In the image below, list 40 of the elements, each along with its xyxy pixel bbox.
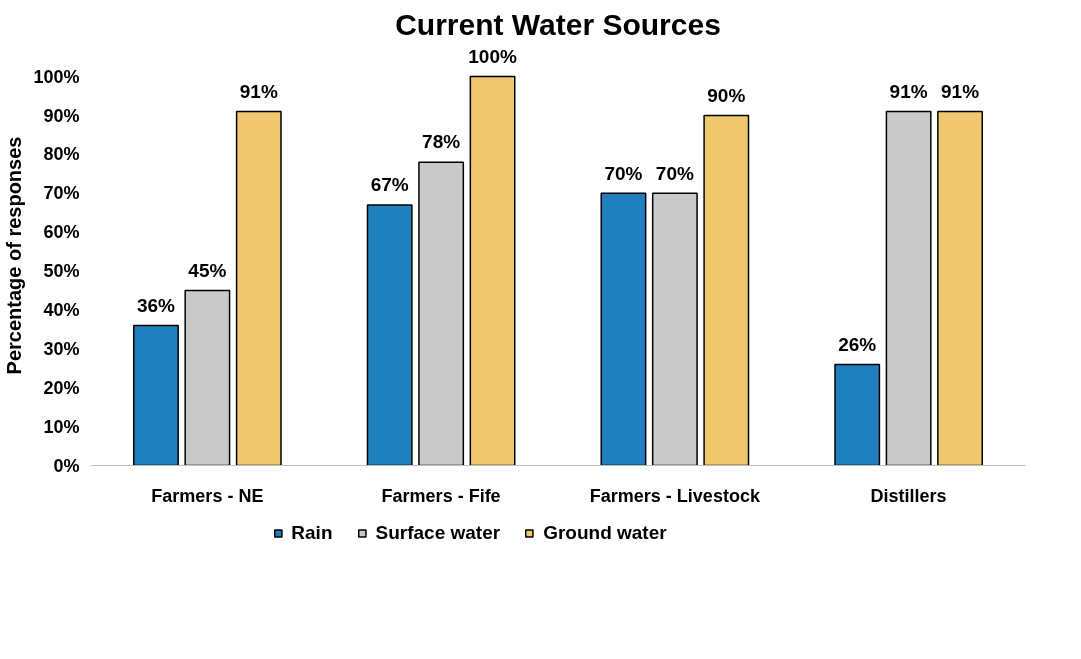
data-label: 78% (422, 131, 461, 153)
bar (132, 324, 179, 466)
y-tick-label: 80% (43, 144, 80, 165)
y-tick-label: 100% (33, 66, 80, 87)
bar (834, 363, 881, 466)
bar (937, 110, 984, 466)
bar (600, 192, 647, 466)
legend-label: Ground water (543, 522, 667, 544)
y-tick-label: 0% (53, 455, 80, 476)
bar (235, 110, 282, 466)
y-tick-label: 30% (43, 338, 80, 359)
y-tick-label: 70% (43, 183, 80, 204)
bar (366, 204, 413, 466)
y-tick-label: 60% (43, 222, 80, 243)
chart-title: Current Water Sources (395, 7, 721, 41)
data-label: 100% (468, 45, 517, 67)
x-tick-label: Farmers - Livestock (589, 485, 761, 506)
data-label: 70% (604, 162, 643, 184)
data-label: 26% (838, 333, 877, 355)
y-axis-title: Percentage of responses (3, 136, 26, 375)
y-tick-label: 90% (43, 105, 80, 126)
data-label: 45% (188, 259, 227, 281)
y-tick-label: 10% (43, 416, 80, 437)
data-label: 91% (941, 80, 980, 102)
data-label: 67% (370, 174, 409, 196)
data-label: 91% (889, 80, 928, 102)
bar (469, 75, 516, 466)
data-label: 70% (655, 162, 694, 184)
bar (703, 114, 750, 466)
data-label: 91% (239, 80, 278, 102)
y-tick-label: 20% (43, 377, 80, 398)
legend-label: Surface water (375, 522, 501, 544)
legend-label: Rain (291, 522, 333, 544)
data-label: 36% (136, 294, 176, 316)
y-tick-label: 40% (43, 299, 80, 320)
x-tick-label: Distillers (870, 485, 947, 506)
y-tick-label: 50% (43, 261, 80, 282)
x-tick-label: Farmers - NE (151, 485, 264, 506)
data-label: 90% (707, 84, 746, 106)
x-tick-label: Farmers - Fife (381, 485, 501, 506)
